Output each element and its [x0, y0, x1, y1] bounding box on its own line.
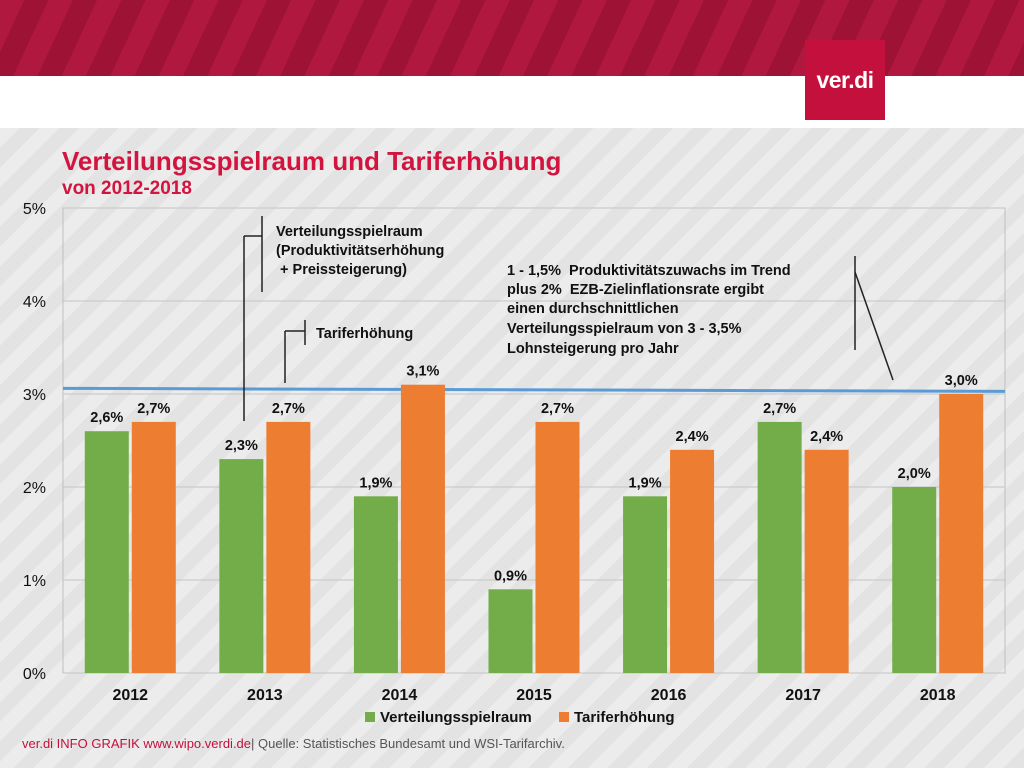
y-tick-label: 0%	[23, 666, 46, 683]
data-label: 2,4%	[810, 429, 843, 445]
legend: Verteilungsspielraum Tariferhöhung	[365, 709, 675, 726]
reference-line-layer	[62, 386, 1006, 393]
x-tick-label: 2012	[112, 687, 148, 704]
bar-tariferhoehung	[804, 449, 849, 673]
chart-subtitle: von 2012-2018	[62, 178, 192, 199]
annotation-trend-line-2: plus 2% EZB-Zielinflationsrate ergibt	[507, 282, 764, 298]
y-tick-label: 4%	[23, 294, 46, 311]
data-labels: 2,6% 2,7% 2,3% 2,7% 1,9% 3,1% 0,9% 2,7% 1,9% 2,4%…	[90, 364, 978, 585]
x-tick-label: 2014	[382, 687, 418, 704]
data-label: 3,0%	[945, 373, 978, 389]
y-tick-label: 1%	[23, 573, 46, 590]
bar-verteilungsspielraum	[892, 487, 937, 673]
bar-tariferhoehung	[266, 421, 311, 673]
legend-label-verteilungsspielraum: Verteilungsspielraum	[380, 709, 532, 726]
y-tick-label: 3%	[23, 387, 46, 404]
data-label: 2,7%	[763, 401, 796, 417]
data-label: 2,3%	[225, 438, 258, 454]
data-label: 3,1%	[406, 364, 439, 380]
legend-swatch-verteilungsspielraum	[365, 712, 375, 722]
bars	[84, 384, 984, 673]
bar-tariferhoehung	[535, 421, 580, 673]
axes: 0% 1% 2% 3% 4% 5% 2012 2013 2014 2015 2016 2017 2018	[23, 201, 956, 704]
footer: ver.di INFO GRAFIK www.wipo.verdi.de| Qu…	[22, 736, 565, 751]
bar-tariferhoehung	[670, 449, 715, 673]
callout-trend-pointer	[854, 271, 894, 381]
annotation-spielraum-line-2: (Produktivitätserhöhung	[276, 243, 444, 259]
annotations: Verteilungsspielraum (Produktivitätserhö…	[276, 224, 791, 357]
legend-label-tariferhoehung: Tariferhöhung	[574, 709, 675, 726]
bar-tariferhoehung	[400, 384, 445, 673]
bar-tariferhoehung	[131, 421, 176, 673]
data-label: 2,7%	[137, 401, 170, 417]
x-tick-label: 2017	[785, 687, 821, 704]
annotation-trend-line-3: einen durchschnittlichen	[507, 301, 679, 317]
bar-verteilungsspielraum	[353, 496, 398, 673]
data-label: 2,6%	[90, 410, 123, 426]
annotation-spielraum-line-3: + Preissteigerung)	[276, 262, 407, 278]
y-tick-label: 2%	[23, 480, 46, 497]
reference-line	[62, 386, 1006, 393]
annotation-trend-line-5: Lohnsteigerung pro Jahr	[507, 341, 679, 357]
data-label: 1,9%	[629, 475, 662, 491]
callout-tarif-pointer	[284, 330, 305, 383]
annotation-tarif: Tariferhöhung	[316, 326, 413, 342]
data-label: 2,7%	[272, 401, 305, 417]
data-label: 1,9%	[359, 475, 392, 491]
annotation-spielraum-line-1: Verteilungsspielraum	[276, 224, 423, 240]
bar-verteilungsspielraum	[488, 589, 533, 673]
verdi-logo: ver.di	[805, 40, 885, 120]
x-tick-label: 2016	[651, 687, 687, 704]
chart-title: Verteilungsspielraum und Tariferhöhung	[62, 146, 562, 176]
data-label: 2,4%	[676, 429, 709, 445]
data-label: 0,9%	[494, 568, 527, 584]
x-tick-label: 2013	[247, 687, 283, 704]
callout-spielraum-pointer	[243, 235, 262, 421]
legend-swatch-tariferhoehung	[559, 712, 569, 722]
footer-source: | Quelle: Statistisches Bundesamt und WS…	[251, 736, 565, 751]
bar-verteilungsspielraum	[219, 459, 264, 673]
y-tick-label: 5%	[23, 201, 46, 218]
bar-verteilungsspielraum	[84, 431, 129, 673]
callout-lines	[243, 216, 894, 421]
bar-verteilungsspielraum	[757, 421, 802, 673]
data-label: 2,7%	[541, 401, 574, 417]
annotation-trend-line-1: 1 - 1,5% Produktivitätszuwachs im Trend	[507, 263, 791, 279]
x-tick-label: 2018	[920, 687, 956, 704]
bar-verteilungsspielraum	[623, 496, 668, 673]
footer-brand: ver.di INFO GRAFIK www.wipo.verdi.de	[22, 736, 252, 751]
x-tick-label: 2015	[516, 687, 552, 704]
bar-tariferhoehung	[939, 394, 984, 673]
annotation-trend-line-4: Verteilungsspielraum von 3 - 3,5%	[507, 321, 742, 337]
data-label: 2,0%	[898, 466, 931, 482]
